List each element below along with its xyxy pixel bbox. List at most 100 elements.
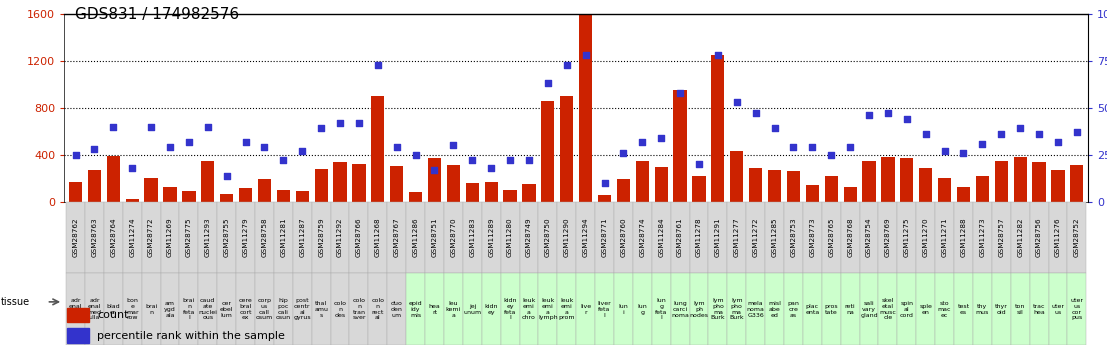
Bar <box>66 308 89 322</box>
Bar <box>519 202 538 273</box>
Text: mela
noma
G336: mela noma G336 <box>747 301 765 317</box>
Point <box>445 143 463 148</box>
Point <box>596 180 613 186</box>
Point <box>992 131 1010 137</box>
Bar <box>406 202 425 273</box>
Bar <box>806 185 819 202</box>
Bar <box>164 187 177 202</box>
Text: GSM11269: GSM11269 <box>167 218 173 257</box>
Bar <box>862 161 876 202</box>
Point <box>1012 126 1030 131</box>
Text: leuk
emi
a
prom: leuk emi a prom <box>559 298 575 321</box>
Bar <box>123 273 142 345</box>
Point <box>123 165 141 171</box>
Point <box>747 111 765 116</box>
Bar <box>482 202 500 273</box>
Text: GSM11293: GSM11293 <box>205 218 210 257</box>
Bar <box>731 151 744 202</box>
Bar <box>712 55 724 202</box>
Bar <box>938 178 951 202</box>
Bar <box>1048 273 1067 345</box>
Text: GSM28774: GSM28774 <box>640 218 645 257</box>
Bar <box>956 187 970 202</box>
Bar <box>198 273 217 345</box>
Text: hea
rt: hea rt <box>428 304 441 315</box>
Bar <box>579 14 592 202</box>
Bar <box>425 202 444 273</box>
Bar <box>557 273 576 345</box>
Bar <box>504 190 517 202</box>
Bar <box>690 202 708 273</box>
Text: GSM11288: GSM11288 <box>961 218 966 257</box>
Text: GSM28750: GSM28750 <box>545 218 551 257</box>
Bar <box>444 202 463 273</box>
Text: brai
n
feta
l: brai n feta l <box>183 298 195 321</box>
Bar <box>995 161 1007 202</box>
Bar <box>1033 162 1046 202</box>
Bar <box>87 170 101 202</box>
Text: sple
en: sple en <box>919 304 932 315</box>
Point <box>804 145 821 150</box>
Text: misl
abe
ed: misl abe ed <box>768 301 782 317</box>
Bar <box>557 202 576 273</box>
Bar <box>900 158 913 202</box>
Text: colo
n
tran
sver: colo n tran sver <box>352 298 365 321</box>
Text: GSM28751: GSM28751 <box>432 218 437 257</box>
Point <box>935 148 953 154</box>
Text: GSM28771: GSM28771 <box>601 218 608 257</box>
Bar <box>708 273 727 345</box>
Bar <box>821 273 840 345</box>
Bar <box>85 202 104 273</box>
Text: sto
mac
ес: sto mac ес <box>938 301 951 317</box>
Point <box>237 139 255 145</box>
Bar <box>935 202 954 273</box>
Text: GSM28767: GSM28767 <box>394 218 400 257</box>
Bar <box>331 273 350 345</box>
Text: pan
cre
as: pan cre as <box>787 301 799 317</box>
Bar <box>784 202 803 273</box>
Bar <box>1030 273 1048 345</box>
Bar <box>371 96 384 202</box>
Bar <box>1067 202 1086 273</box>
Bar <box>145 178 157 202</box>
Bar <box>217 273 236 345</box>
Bar <box>217 202 236 273</box>
Text: GSM11276: GSM11276 <box>1055 218 1061 257</box>
Bar <box>444 273 463 345</box>
Bar <box>879 273 898 345</box>
Bar <box>803 273 821 345</box>
Bar <box>541 101 555 202</box>
Bar <box>784 273 803 345</box>
Bar <box>428 158 441 202</box>
Bar <box>576 273 596 345</box>
Text: cer
ebel
lum: cer ebel lum <box>220 301 234 317</box>
Bar <box>1014 157 1027 202</box>
Text: GSM11294: GSM11294 <box>582 218 589 257</box>
Text: GSM28764: GSM28764 <box>111 218 116 257</box>
Text: GSM28758: GSM28758 <box>261 218 268 257</box>
Text: am
ygd
ala: am ygd ala <box>164 301 176 317</box>
Text: GSM28772: GSM28772 <box>148 218 154 257</box>
Text: GSM28754: GSM28754 <box>866 218 872 257</box>
Text: GSM28763: GSM28763 <box>92 218 97 257</box>
Bar <box>293 202 312 273</box>
Text: GSM28757: GSM28757 <box>999 218 1004 257</box>
Bar <box>104 273 123 345</box>
Bar <box>273 273 293 345</box>
Bar <box>727 273 746 345</box>
Bar <box>314 169 328 202</box>
Bar <box>387 273 406 345</box>
Text: trac
hea: trac hea <box>1033 304 1045 315</box>
Bar <box>749 168 763 202</box>
Bar <box>425 273 444 345</box>
Point <box>671 90 689 96</box>
Bar <box>765 202 784 273</box>
Text: blad
er: blad er <box>106 304 121 315</box>
Text: GSM11271: GSM11271 <box>942 218 948 257</box>
Bar <box>85 273 104 345</box>
Text: GSM11284: GSM11284 <box>659 218 664 257</box>
Point <box>917 131 934 137</box>
Point <box>652 135 670 141</box>
Text: lun
g: lun g <box>638 304 648 315</box>
Text: GSM28760: GSM28760 <box>620 218 627 257</box>
